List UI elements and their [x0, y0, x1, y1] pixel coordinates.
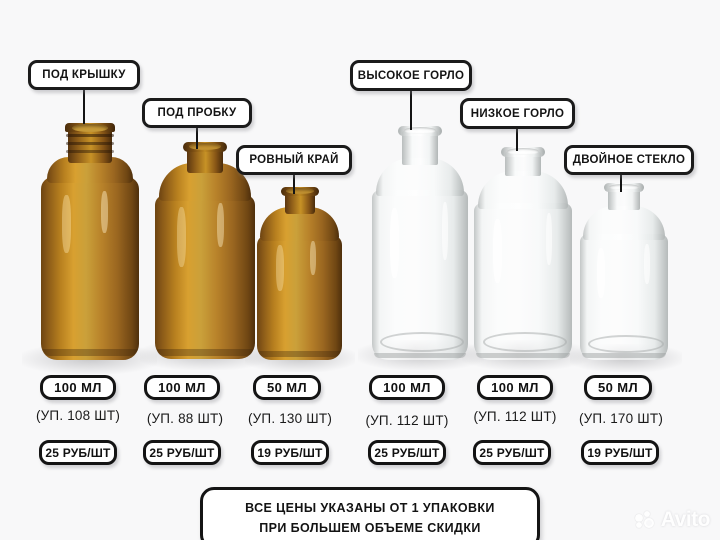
bottle-clear-50ml-double [580, 180, 668, 360]
leader-line-nizkoe-gorlo [516, 128, 519, 151]
price-badge[interactable]: 25 РУБ/ШТ [39, 440, 117, 465]
bottle-mouth [286, 188, 314, 194]
pack-text: (УП. 88 ШТ) [146, 411, 224, 426]
price-badge[interactable]: 19 РУБ/ШТ [581, 440, 659, 465]
callout-label: ПОД ПРОБКУ [157, 107, 237, 119]
price-badge[interactable]: 19 РУБ/ШТ [251, 440, 329, 465]
pack-text: (УП. 108 ШТ) [35, 408, 121, 423]
bottle-shoulder [478, 171, 568, 209]
bottle-base-line [476, 353, 570, 358]
volume-badge[interactable]: 100 МЛ [369, 375, 445, 400]
bottle-neck [402, 131, 438, 165]
volume-text: 100 МЛ [54, 380, 102, 395]
callout-label: РОВНЫЙ КРАЙ [249, 154, 339, 166]
bottle-mouth [189, 143, 221, 150]
pricing-banner: ВСЕ ЦЕНЫ УКАЗАНЫ ОТ 1 УПАКОВКИ ПРИ БОЛЬШ… [200, 487, 540, 540]
bottle-neck [608, 188, 640, 210]
bottle-base-line [157, 349, 253, 356]
volume-badge[interactable]: 100 МЛ [144, 375, 220, 400]
bottle-amber-100ml-stopper [155, 137, 255, 359]
pack-text: (УП. 112 ШТ) [365, 413, 449, 428]
bottle-neck [285, 192, 315, 214]
bottle-amber-50ml [257, 183, 342, 360]
bottle-neck [68, 127, 112, 163]
pack-text: (УП. 112 ШТ) [473, 409, 557, 424]
bottle-base-line [582, 353, 666, 358]
callout-label: ПОД КРЫШКУ [42, 69, 126, 81]
banner-line-1: ВСЕ ЦЕНЫ УКАЗАНЫ ОТ 1 УПАКОВКИ [245, 501, 495, 515]
callout-label: ДВОЙНОЕ СТЕКЛО [572, 154, 686, 166]
bottle-body [41, 177, 139, 360]
pack-text: (УП. 170 ШТ) [578, 411, 664, 426]
price-text: 19 РУБ/ШТ [257, 445, 323, 460]
callout-dvoynoe-steklo[interactable]: ДВОЙНОЕ СТЕКЛО [564, 145, 694, 175]
callout-nizkoe-gorlo[interactable]: НИЗКОЕ ГОРЛО [460, 98, 575, 129]
price-text: 25 РУБ/ШТ [45, 445, 111, 460]
volume-text: 100 МЛ [491, 380, 539, 395]
leader-line-pod-probku [196, 127, 199, 149]
price-badge[interactable]: 25 РУБ/ШТ [473, 440, 551, 465]
pack-note: (УП. 112 ШТ) [358, 413, 456, 428]
bottle-mouth [404, 127, 436, 134]
bottle-shoulder [583, 206, 665, 240]
bottle-base-line [374, 353, 466, 358]
callout-rovny-kray[interactable]: РОВНЫЙ КРАЙ [236, 145, 352, 175]
pack-note: (УП. 170 ШТ) [572, 411, 670, 426]
bottle-base-line [259, 351, 340, 357]
bottle-amber-100ml-screw [41, 117, 139, 360]
bottle-clear-100ml-high-neck [372, 122, 468, 360]
volume-text: 50 МЛ [597, 380, 639, 395]
volume-text: 100 МЛ [383, 380, 431, 395]
avito-logo-icon [634, 511, 657, 529]
pack-text: (УП. 130 ШТ) [247, 411, 333, 426]
bottle-body [257, 235, 342, 360]
price-badge[interactable]: 25 РУБ/ШТ [368, 440, 446, 465]
avito-watermark: Avito [634, 508, 711, 532]
callout-label: ВЫСОКОЕ ГОРЛО [357, 69, 465, 82]
pack-note: (УП. 130 ШТ) [240, 411, 340, 426]
price-text: 25 РУБ/ШТ [479, 445, 545, 460]
bottle-body [155, 195, 255, 359]
bottle-base-ring [483, 332, 567, 352]
price-badge[interactable]: 25 РУБ/ШТ [143, 440, 221, 465]
bottle-base-ring [588, 335, 664, 353]
callout-pod-kryshku[interactable]: ПОД КРЫШКУ [28, 60, 140, 90]
pack-note: (УП. 112 ШТ) [466, 409, 564, 424]
bottle-thread-ring [66, 150, 114, 153]
volume-badge[interactable]: 100 МЛ [40, 375, 116, 400]
bottle-base-ring [380, 332, 464, 352]
bottle-base-line [43, 349, 137, 356]
pack-note: (УП. 88 ШТ) [138, 411, 232, 426]
price-text: 25 РУБ/ШТ [149, 445, 215, 460]
callout-label: НИЗКОЕ ГОРЛО [470, 107, 565, 120]
callout-pod-probku[interactable]: ПОД ПРОБКУ [142, 98, 252, 128]
volume-text: 50 МЛ [266, 380, 308, 395]
bottle-clear-100ml-low-neck [474, 143, 572, 360]
pack-note: (УП. 108 ШТ) [28, 408, 128, 423]
bottle-mouth [507, 148, 539, 155]
volume-badge[interactable]: 50 МЛ [584, 375, 652, 400]
volume-badge[interactable]: 100 МЛ [477, 375, 553, 400]
leader-line-pod-kryshku [83, 89, 86, 124]
bottle-thread-ring [66, 142, 114, 145]
leader-line-rovny-kray [293, 174, 296, 194]
volume-badge[interactable]: 50 МЛ [253, 375, 321, 400]
banner-line-2: ПРИ БОЛЬШЕМ ОБЪЕМЕ СКИДКИ [259, 521, 481, 535]
price-text: 19 РУБ/ШТ [587, 445, 653, 460]
price-text: 25 РУБ/ШТ [374, 445, 440, 460]
volume-text: 100 МЛ [158, 380, 206, 395]
leader-line-vysokoe-gorlo [410, 90, 413, 130]
leader-line-dvoynoe-steklo [620, 174, 623, 192]
callout-vysokoe-gorlo[interactable]: ВЫСОКОЕ ГОРЛО [350, 60, 472, 91]
avito-wordmark: Avito [660, 508, 711, 531]
bottle-mouth [72, 124, 108, 132]
bottle-mouth [609, 184, 639, 190]
bottle-thread-ring [66, 134, 114, 137]
